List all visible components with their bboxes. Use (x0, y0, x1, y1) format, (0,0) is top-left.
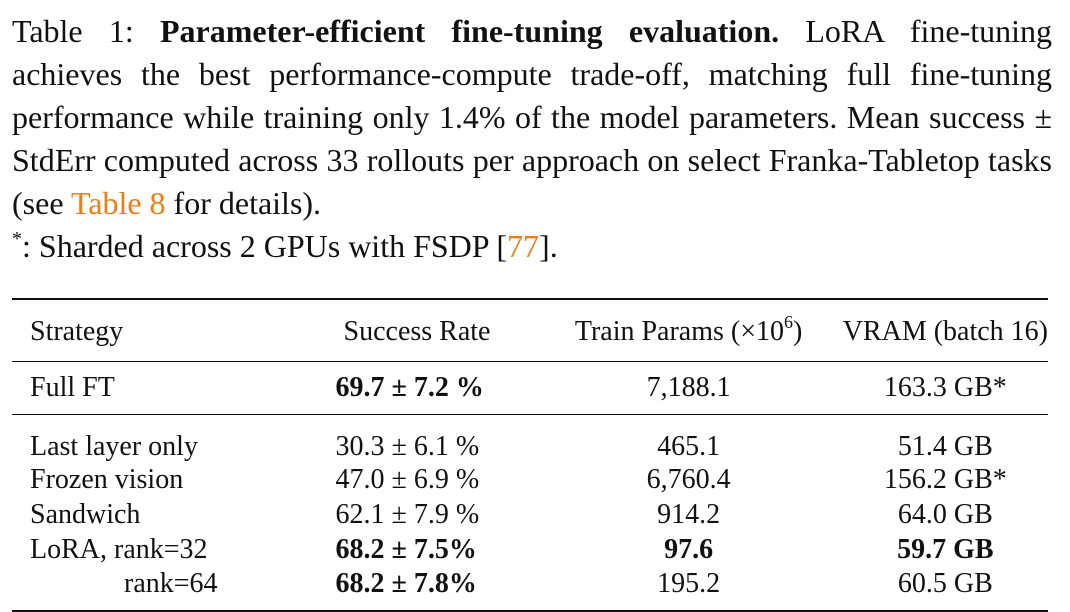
header-train-params-exponent: 6 (784, 312, 794, 333)
header-strategy: Strategy (30, 316, 124, 348)
cell-vram: 64.0 GB (897, 499, 993, 530)
cell-train-params: 6,760.4 (646, 464, 731, 495)
table-row-lora-rank-32: LoRA, rank=32 68.2 ± 7.5% 97.6 59.7 GB (12, 533, 1048, 568)
cell-vram: 156.2 GB* (883, 464, 1007, 495)
caption-body-end: for details). (173, 185, 322, 221)
table-row-full-ft: Full FT 69.7 ± 7.2 % 7,188.1 163.3 GB* (12, 361, 1048, 414)
cell-train-params: 465.1 (657, 430, 721, 462)
cell-strategy: Last layer only (30, 430, 198, 462)
table-row-frozen-vision: Frozen vision 47.0 ± 6.9 % 6,760.4 156.2… (12, 463, 1048, 498)
cell-strategy: Sandwich (30, 499, 141, 530)
table-row-lora-rank-64: rank=64 68.2 ± 7.8% 195.2 60.5 GB (12, 568, 1048, 611)
cell-vram: 51.4 GB (897, 430, 993, 462)
cell-vram: 163.3 GB* (883, 371, 1007, 403)
table-row-last-layer: Last layer only 30.3 ± 6.1 % 465.1 51.4 … (12, 414, 1048, 463)
cell-vram: 60.5 GB (897, 567, 993, 599)
results-table: Strategy Success Rate Train Params (×106… (12, 298, 1048, 612)
cell-train-params: 7,188.1 (646, 371, 731, 403)
cell-train-params: 97.6 (664, 534, 714, 565)
cell-success-rate: 68.2 ± 7.8% (335, 567, 477, 599)
header-train-params-suffix: ) (793, 316, 803, 348)
table-8-link[interactable]: Table 8 (70, 185, 166, 221)
cell-strategy: LoRA, rank=32 (30, 534, 208, 565)
cell-success-rate: 62.1 ± 7.9 % (335, 499, 480, 530)
cell-train-params: 914.2 (657, 499, 721, 530)
cell-vram: 59.7 GB (897, 534, 994, 565)
footnote-end: ]. (539, 228, 558, 264)
peft-group: Last layer only 30.3 ± 6.1 % 465.1 51.4 … (12, 414, 1048, 611)
caption-body: LoRA fine-tuning achieves the best perfo… (12, 13, 1052, 221)
cell-success-rate: 68.2 ± 7.5% (335, 534, 477, 565)
cell-strategy: rank=64 (124, 567, 218, 599)
cell-strategy: Full FT (30, 371, 115, 403)
table-row-sandwich: Sandwich 62.1 ± 7.9 % 914.2 64.0 GB (12, 498, 1048, 533)
citation-77-link[interactable]: 77 (507, 228, 540, 264)
footnote-text: : Sharded across 2 GPUs with FSDP [ (22, 228, 508, 264)
cell-success-rate: 47.0 ± 6.9 % (335, 464, 480, 495)
header-train-params-prefix: Train Params (×10 (574, 316, 785, 348)
cell-train-params: 195.2 (657, 567, 721, 599)
header-success-rate: Success Rate (343, 316, 491, 348)
table-header: Strategy Success Rate Train Params (×106… (12, 299, 1048, 361)
caption-title: Parameter-efficient fine-tuning evaluati… (159, 13, 780, 49)
cell-success-rate: 30.3 ± 6.1 % (335, 430, 480, 462)
cell-strategy: Frozen vision (30, 464, 184, 495)
caption-label: Table 1: (12, 13, 134, 49)
footnote-mark: * (12, 228, 22, 250)
header-vram: VRAM (batch 16) (842, 316, 1048, 348)
cell-success-rate: 69.7 ± 7.2 % (335, 371, 484, 403)
full-ft-group: Full FT 69.7 ± 7.2 % 7,188.1 163.3 GB* (12, 361, 1048, 414)
header-train-params: Train Params (×106) (535, 299, 843, 361)
table-caption: Table 1: Parameter-efficient fine-tuning… (12, 10, 1052, 268)
header-row: Strategy Success Rate Train Params (×106… (12, 299, 1048, 361)
